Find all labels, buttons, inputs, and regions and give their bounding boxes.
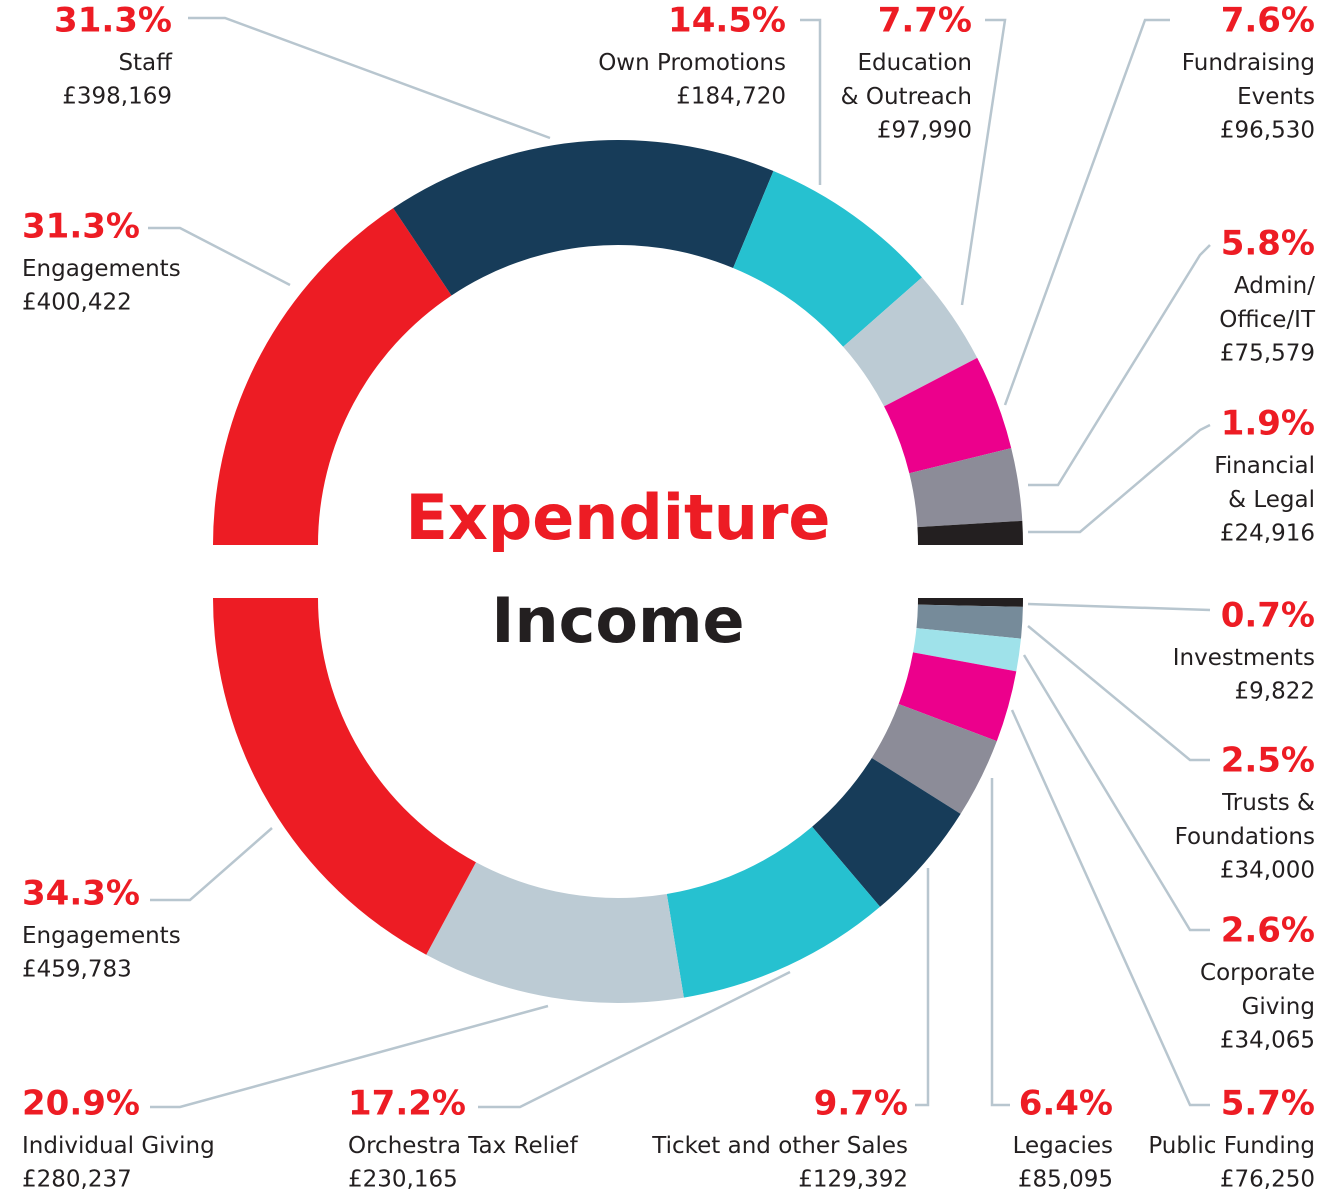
amount-label: £9,822 bbox=[1235, 679, 1315, 705]
leader-line bbox=[1028, 244, 1211, 487]
amount-label: £184,720 bbox=[676, 84, 786, 110]
percent-label: 5.8% bbox=[1221, 224, 1315, 264]
category-label: Own Promotions bbox=[598, 50, 786, 76]
category-label: Engagements bbox=[22, 923, 181, 949]
donut-segment bbox=[812, 757, 961, 907]
amount-label: £398,169 bbox=[62, 84, 172, 110]
donut-segment bbox=[666, 826, 881, 998]
donut-segment bbox=[426, 862, 684, 1003]
donut-segment bbox=[843, 277, 978, 407]
donut-segment bbox=[884, 357, 1012, 474]
amount-label: £97,990 bbox=[877, 118, 972, 144]
leader-line bbox=[150, 827, 273, 902]
amount-label: £459,783 bbox=[22, 957, 132, 983]
leader-line bbox=[915, 868, 930, 1107]
percent-label: 17.2% bbox=[348, 1084, 466, 1124]
category-label: Investments bbox=[1173, 645, 1315, 671]
leader-line bbox=[990, 778, 1010, 1107]
donut-segment bbox=[913, 628, 1021, 672]
leader-line bbox=[1022, 654, 1210, 932]
leader-line bbox=[188, 16, 551, 140]
percent-label: 5.7% bbox=[1221, 1084, 1315, 1124]
amount-label: £129,392 bbox=[798, 1167, 908, 1193]
leader-line bbox=[1010, 709, 1210, 1107]
percent-label: 31.3% bbox=[54, 1, 172, 41]
percent-label: 14.5% bbox=[668, 1, 786, 41]
category-label: Admin/Office/IT bbox=[1219, 273, 1316, 333]
percent-label: 2.5% bbox=[1221, 741, 1315, 781]
category-label: Public Funding bbox=[1148, 1133, 1315, 1159]
amount-label: £400,422 bbox=[22, 290, 132, 316]
percent-label: 0.7% bbox=[1221, 596, 1315, 636]
category-label: Financial & Legal bbox=[1214, 453, 1315, 513]
leader-line bbox=[1028, 423, 1211, 534]
percent-label: 31.3% bbox=[22, 207, 140, 247]
donut-segment bbox=[871, 704, 997, 814]
amount-label: £75,579 bbox=[1220, 341, 1315, 367]
amount-label: £24,916 bbox=[1220, 521, 1315, 547]
leader-line bbox=[1027, 625, 1210, 762]
amount-label: £34,000 bbox=[1220, 858, 1315, 884]
donut-segment bbox=[917, 598, 1023, 607]
category-label: Education & Outreach bbox=[841, 50, 972, 110]
donut-segment bbox=[393, 140, 774, 296]
donut-segment bbox=[917, 520, 1023, 545]
amount-label: £230,165 bbox=[348, 1167, 458, 1193]
category-label: Ticket and other Sales bbox=[651, 1133, 908, 1159]
percent-label: 1.9% bbox=[1221, 404, 1315, 444]
amount-label: £34,065 bbox=[1220, 1028, 1315, 1054]
donut-segment bbox=[213, 208, 452, 546]
percent-label: 9.7% bbox=[814, 1084, 908, 1124]
leader-line bbox=[800, 18, 822, 185]
category-label: Legacies bbox=[1013, 1133, 1113, 1159]
leader-line bbox=[478, 970, 791, 1109]
category-label: Fundraising Events bbox=[1182, 50, 1315, 110]
percent-label: 6.4% bbox=[1019, 1084, 1113, 1124]
leader-line bbox=[148, 226, 291, 287]
donut-segment bbox=[898, 652, 1017, 742]
category-label: Staff bbox=[118, 50, 173, 76]
leader-line bbox=[1027, 602, 1211, 612]
category-label: Individual Giving bbox=[22, 1133, 215, 1159]
category-label: Orchestra Tax Relief bbox=[348, 1133, 579, 1159]
leader-line bbox=[960, 18, 1007, 306]
percent-label: 20.9% bbox=[22, 1084, 140, 1124]
chart-title: Expenditure bbox=[406, 481, 831, 554]
percent-label: 7.6% bbox=[1221, 1, 1315, 41]
donut-segment bbox=[916, 604, 1023, 639]
percent-label: 2.6% bbox=[1221, 911, 1315, 951]
donut-segment bbox=[733, 171, 922, 347]
percent-label: 7.7% bbox=[878, 1, 972, 41]
amount-label: £76,250 bbox=[1220, 1167, 1315, 1193]
donut-segment bbox=[909, 448, 1023, 528]
leader-line bbox=[1003, 18, 1170, 406]
amount-label: £96,530 bbox=[1220, 118, 1315, 144]
percent-label: 34.3% bbox=[22, 874, 140, 914]
amount-label: £85,095 bbox=[1018, 1167, 1113, 1193]
leader-line bbox=[150, 1004, 549, 1109]
category-label: Trusts & Foundations bbox=[1175, 790, 1315, 850]
category-label: Corporate Giving bbox=[1200, 960, 1315, 1020]
chart-title: Income bbox=[491, 584, 744, 657]
category-label: Engagements bbox=[22, 256, 181, 282]
donut-segment bbox=[212, 598, 476, 955]
amount-label: £280,237 bbox=[22, 1167, 132, 1193]
